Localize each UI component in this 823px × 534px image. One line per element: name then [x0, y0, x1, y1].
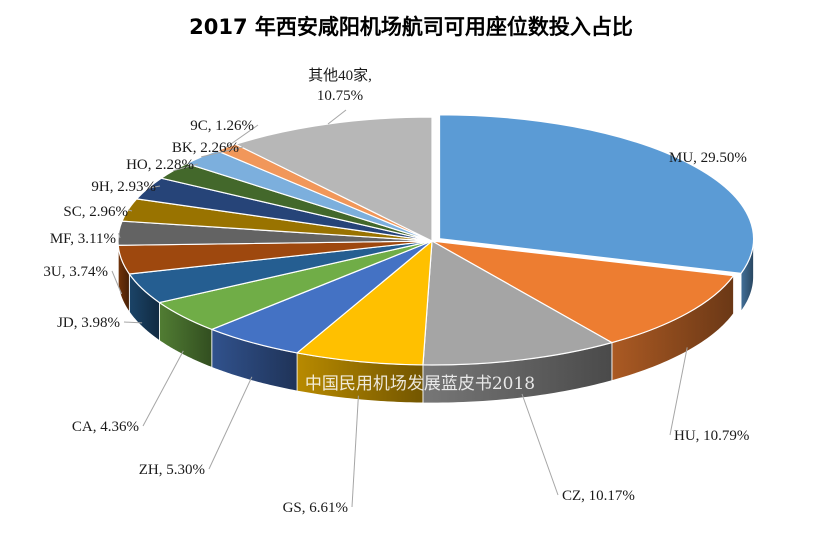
slice-CZ [422, 240, 613, 366]
slice-GS [296, 240, 433, 366]
data-label-HO: HO, 2.28% [126, 157, 194, 173]
slice-其他40家 [235, 116, 433, 242]
data-label-BK: BK, 2.26% [172, 140, 239, 156]
data-label-JD: JD, 3.98% [57, 315, 120, 331]
data-label-MF: MF, 3.11% [50, 231, 116, 247]
watermark: 中国民用机场发展蓝皮书2018 [305, 374, 535, 394]
data-label-GS: GS, 6.61% [283, 500, 348, 516]
leader-line-9H [147, 185, 161, 189]
data-label-MU: MU, 29.50% [669, 150, 747, 166]
chart-title: 2017 年西安咸阳机场航司可用座位数投入占比 [189, 15, 633, 39]
pie-sides [117, 238, 754, 404]
leader-line-MF [118, 233, 121, 239]
leader-line-HU [669, 347, 688, 436]
data-label-9C: 9C, 1.26% [190, 118, 254, 134]
slice-MU [438, 114, 755, 274]
pie-tops [117, 114, 755, 366]
leader-line-GS [351, 395, 359, 508]
data-label-HU: HU, 10.79% [674, 428, 749, 444]
data-label-SC: SC, 2.96% [63, 204, 128, 220]
slice-labels: MU, 29.50% HU, 10.79% CZ, 10.17% GS, 6.61% Z… [43, 67, 749, 516]
leader-line-BK [201, 146, 244, 158]
leader-line-HO [173, 163, 199, 172]
leader-line-ZH [208, 376, 253, 470]
leader-line-其他40家 [327, 109, 347, 125]
slice-HU [431, 240, 735, 344]
data-label-ZH: ZH, 5.30% [139, 462, 205, 478]
data-label-CZ: CZ, 10.17% [562, 488, 635, 504]
leader-line-CZ [521, 393, 559, 496]
leader-line-3U [111, 270, 123, 295]
data-label-3U: 3U, 3.74% [43, 264, 108, 280]
leader-lines [111, 109, 688, 508]
leader-line-SC [127, 209, 133, 212]
leader-line-9C [225, 124, 259, 148]
data-label-其他40家: 其他40家, 10.75% [308, 67, 372, 104]
leader-line-CA [142, 350, 184, 427]
data-label-CA: CA, 4.36% [72, 419, 139, 435]
leader-line-JD [123, 321, 143, 324]
data-label-9H: 9H, 2.93% [91, 179, 156, 195]
